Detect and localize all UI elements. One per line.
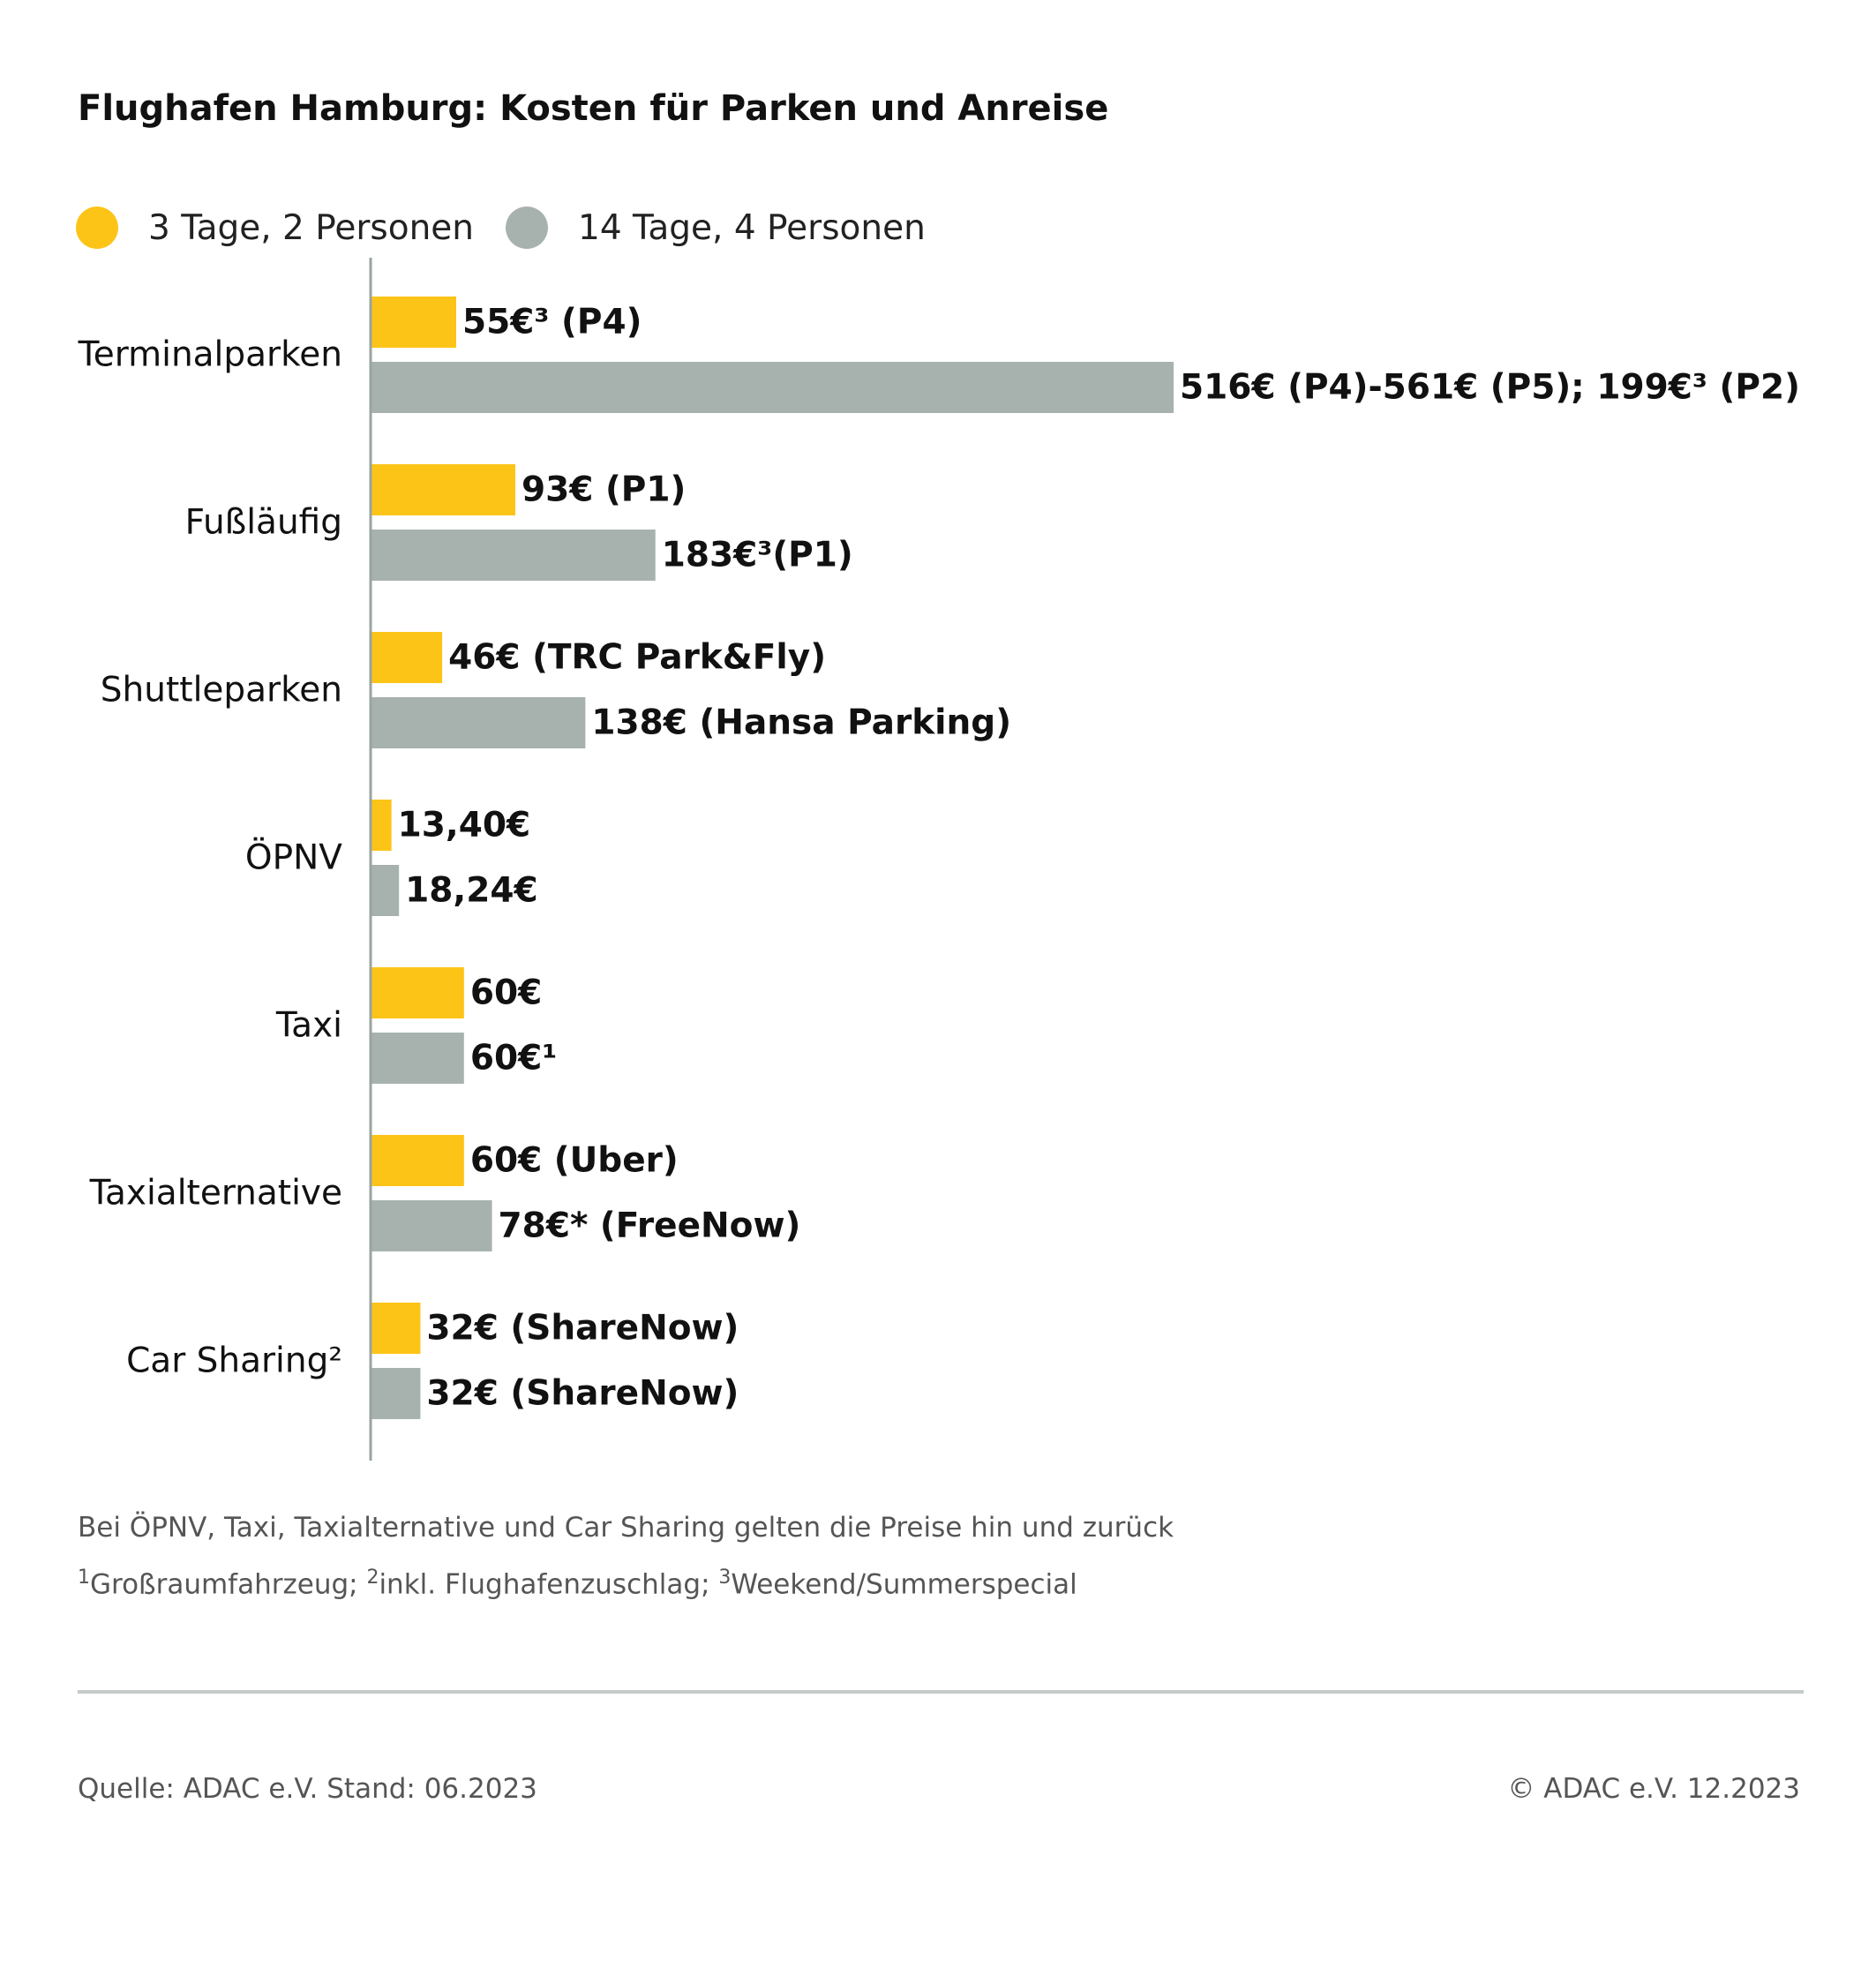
data-label: 46€ (TRC Park&Fly) [448, 638, 826, 678]
data-label: 516€ (P4)-561€ (P5); 199€³ (P2) [1180, 368, 1800, 408]
data-label: 138€ (Hansa Parking) [591, 703, 1011, 743]
footnote-2-marker: 2 [366, 1567, 379, 1589]
bar-3-tage [371, 1303, 421, 1354]
legend: 3 Tage, 2 Personen 14 Tage, 4 Personen [76, 207, 957, 249]
footnote-3-text: Weekend/Summerspecial [731, 1568, 1077, 1601]
data-label: 183€³(P1) [662, 536, 853, 575]
data-label: 55€³ (P4) [462, 303, 642, 342]
data-label: 60€¹ [470, 1039, 558, 1078]
category-label: Taxi [275, 1006, 342, 1046]
data-label: 32€ (ShareNow) [426, 1374, 739, 1414]
bar-14-tage [371, 697, 586, 748]
bar-3-tage [371, 297, 456, 348]
footnote-3-marker: 3 [718, 1567, 732, 1589]
bar-14-tage [371, 362, 1174, 413]
chart-title: Flughafen Hamburg: Kosten für Parken und… [78, 88, 1109, 129]
bar-3-tage [371, 1135, 464, 1186]
bar-14-tage [371, 1368, 421, 1419]
legend-swatch-yellow [76, 207, 118, 249]
legend-item-14-tage: 14 Tage, 4 Personen [506, 207, 926, 249]
bar-chart: Terminalparken 55€³ (P4) 516€ (P4)-561€ (P… [78, 258, 1800, 1461]
footnote-1-text: Großraumfahrzeug; [90, 1568, 367, 1601]
footnote-2-text: inkl. Flughafenzuschlag; [379, 1568, 719, 1601]
legend-swatch-grey [506, 207, 548, 249]
category-label: Taxialternative [89, 1174, 342, 1213]
footnote-superscripts: 1Großraumfahrzeug; 2inkl. Flughafenzusch… [78, 1567, 1077, 1600]
source-text: Quelle: ADAC e.V. Stand: 06.2023 [78, 1773, 537, 1805]
data-label: 60€ [470, 973, 542, 1013]
bar-14-tage [371, 530, 656, 581]
data-label: 60€ (Uber) [470, 1141, 679, 1181]
category-label: Terminalparken [78, 335, 342, 375]
data-label: 32€ (ShareNow) [426, 1309, 739, 1349]
legend-label-3-tage: 3 Tage, 2 Personen [148, 207, 474, 248]
bar-14-tage [371, 1200, 492, 1251]
bar-14-tage [371, 865, 400, 916]
footer-divider [78, 1690, 1804, 1694]
category-label: Shuttleparken [101, 671, 342, 710]
legend-label-14-tage: 14 Tage, 4 Personen [578, 207, 926, 248]
data-label: 93€ (P1) [522, 470, 686, 510]
category-label: Car Sharing² [126, 1341, 342, 1381]
bar-3-tage [371, 632, 443, 683]
note-return-prices: Bei ÖPNV, Taxi, Taxialternative und Car … [78, 1512, 1174, 1544]
bar-3-tage [371, 800, 392, 851]
data-label: 13,40€ [398, 806, 531, 845]
bar-3-tage [371, 464, 516, 515]
copyright-text: © ADAC e.V. 12.2023 [1507, 1773, 1800, 1805]
bar-14-tage [371, 1033, 464, 1084]
data-label: 78€* (FreeNow) [499, 1206, 801, 1246]
legend-item-3-tage: 3 Tage, 2 Personen [76, 207, 474, 249]
bar-3-tage [371, 967, 464, 1018]
data-label: 18,24€ [405, 871, 538, 911]
category-label: ÖPNV [245, 838, 342, 878]
footnote-1-marker: 1 [78, 1567, 90, 1589]
category-label: Fußläufig [185, 503, 342, 543]
